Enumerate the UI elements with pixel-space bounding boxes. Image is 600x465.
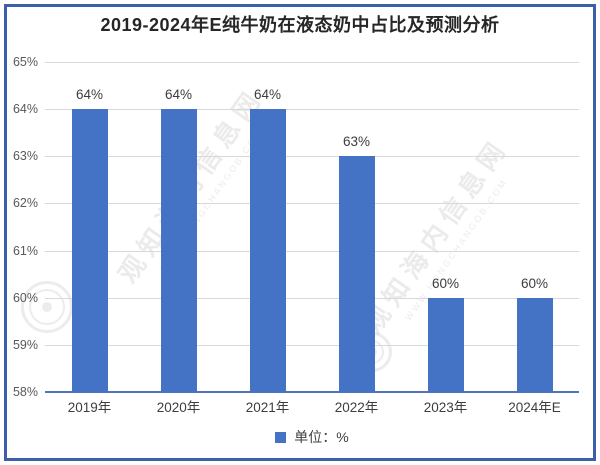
bar-2021年	[249, 109, 286, 392]
y-tick-label: 63%	[12, 149, 38, 164]
data-label: 60%	[520, 275, 549, 291]
chart-frame	[4, 4, 596, 461]
gridline	[45, 344, 579, 346]
y-tick-label: 62%	[12, 196, 38, 211]
x-tick-label: 2022年	[334, 400, 379, 415]
gridline	[45, 156, 579, 158]
gridline	[45, 203, 579, 205]
bar-2019年	[71, 109, 108, 392]
x-tick-label: 2023年	[423, 400, 468, 415]
x-tick-label: 2024年E	[508, 400, 561, 415]
x-tick-label: 2019年	[67, 400, 112, 415]
gridline	[45, 62, 579, 63]
y-tick-label: 58%	[12, 385, 38, 399]
data-label: 64%	[164, 87, 193, 103]
data-label: 64%	[253, 87, 282, 103]
x-axis-line	[45, 391, 579, 393]
legend-label: 单位：%	[294, 429, 349, 445]
y-tick-label: 59%	[12, 337, 38, 352]
bar-2024年E	[516, 297, 553, 392]
legend: 单位：%	[45, 427, 579, 447]
chart-title: 2019-2024年E纯牛奶在液态奶中占比及预测分析	[100, 15, 500, 35]
x-tick-label: 2020年	[156, 400, 201, 415]
gridline	[45, 109, 579, 111]
y-tick-label: 65%	[12, 55, 38, 69]
data-label: 63%	[342, 134, 371, 150]
data-label: 60%	[431, 275, 460, 291]
x-tick-label: 2021年	[245, 400, 290, 415]
bar-2020年	[160, 109, 197, 392]
bar-2023年	[427, 297, 464, 392]
y-tick-label: 64%	[12, 102, 38, 117]
gridline	[45, 250, 579, 252]
y-tick-label: 60%	[12, 290, 38, 305]
gridline	[45, 297, 579, 299]
bar-2022年	[338, 156, 375, 392]
y-tick-label: 61%	[12, 243, 38, 258]
data-label: 64%	[75, 87, 104, 103]
legend-swatch-icon	[275, 431, 287, 443]
plot-area: 64% 2019年 64% 2020年 64% 2021年 63% 2022年 60% 2023年…	[45, 62, 579, 415]
